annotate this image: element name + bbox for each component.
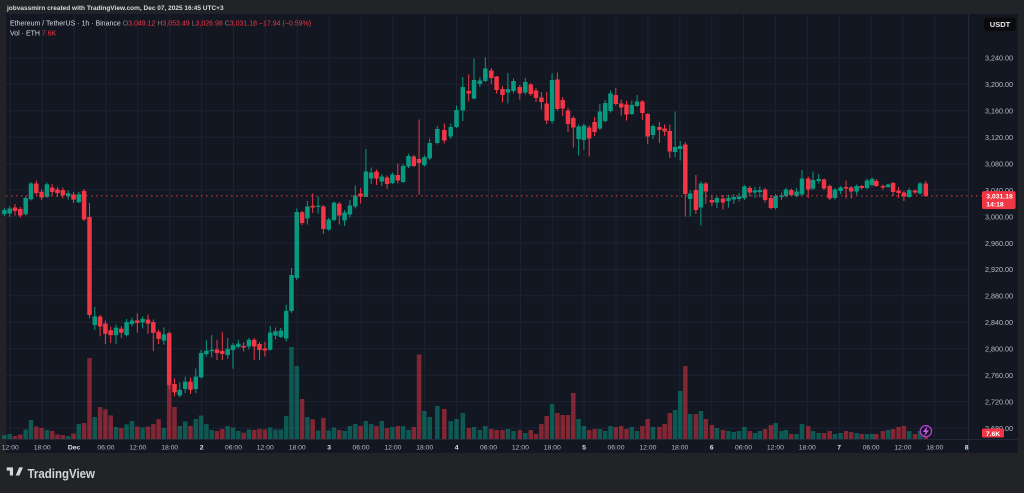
svg-text:06:00: 06:00	[735, 445, 752, 452]
svg-text:USDT: USDT	[990, 20, 1011, 29]
svg-text:3,120.00: 3,120.00	[985, 133, 1013, 142]
svg-text:2,800.00: 2,800.00	[985, 345, 1013, 354]
svg-text:5: 5	[582, 445, 586, 452]
svg-text:18:00: 18:00	[34, 445, 51, 452]
svg-text:06:00: 06:00	[607, 445, 624, 452]
svg-text:2: 2	[200, 445, 204, 452]
svg-text:2,680.00: 2,680.00	[985, 424, 1013, 433]
svg-text:18:00: 18:00	[416, 445, 433, 452]
svg-text:TradingView: TradingView	[28, 466, 96, 481]
svg-text:12:00: 12:00	[767, 445, 784, 452]
svg-text:18:00: 18:00	[799, 445, 816, 452]
svg-text:06:00: 06:00	[863, 445, 880, 452]
svg-text:7.6K: 7.6K	[986, 431, 1000, 438]
svg-text:3,200.00: 3,200.00	[985, 80, 1013, 89]
svg-text:06:00: 06:00	[352, 445, 369, 452]
svg-text:3: 3	[327, 445, 331, 452]
svg-text:06:00: 06:00	[480, 445, 497, 452]
svg-text:12:00: 12:00	[894, 445, 911, 452]
svg-text:3,000.00: 3,000.00	[985, 212, 1013, 221]
svg-text:18:00: 18:00	[544, 445, 561, 452]
svg-text:12:00: 12:00	[2, 445, 19, 452]
svg-text:2,720.00: 2,720.00	[985, 397, 1013, 406]
svg-text:18:00: 18:00	[161, 445, 178, 452]
svg-text:06:00: 06:00	[225, 445, 242, 452]
svg-text:3,160.00: 3,160.00	[985, 107, 1013, 116]
svg-text:Ethereum / TetherUS · 1h · Bin: Ethereum / TetherUS · 1h · Binance O3,04…	[10, 20, 311, 27]
svg-text:Dec: Dec	[68, 445, 81, 452]
svg-text:3,031.18: 3,031.18	[986, 193, 1013, 200]
svg-text:12:00: 12:00	[639, 445, 656, 452]
svg-text:06:00: 06:00	[97, 445, 114, 452]
svg-text:jobvassmirn created with Tradi: jobvassmirn created with TradingView.com…	[6, 5, 224, 12]
svg-text:3,080.00: 3,080.00	[985, 160, 1013, 169]
svg-text:6: 6	[710, 445, 714, 452]
svg-text:12:00: 12:00	[257, 445, 274, 452]
svg-text:2,960.00: 2,960.00	[985, 239, 1013, 248]
svg-text:14:18: 14:18	[986, 202, 1004, 209]
svg-text:2,840.00: 2,840.00	[985, 318, 1013, 327]
svg-text:2,760.00: 2,760.00	[985, 371, 1013, 380]
svg-text:Vol · ETH 7.6K: Vol · ETH 7.6K	[10, 30, 57, 37]
svg-text:3,240.00: 3,240.00	[985, 54, 1013, 63]
svg-text:3,040.00: 3,040.00	[985, 186, 1013, 195]
svg-text:2,880.00: 2,880.00	[985, 292, 1013, 301]
svg-text:7: 7	[837, 445, 841, 452]
svg-text:18:00: 18:00	[926, 445, 943, 452]
svg-text:12:00: 12:00	[129, 445, 146, 452]
svg-text:12:00: 12:00	[512, 445, 529, 452]
svg-text:18:00: 18:00	[289, 445, 306, 452]
svg-text:8: 8	[965, 445, 969, 452]
svg-text:4: 4	[455, 445, 459, 452]
svg-text:18:00: 18:00	[671, 445, 688, 452]
svg-text:12:00: 12:00	[384, 445, 401, 452]
svg-text:2,920.00: 2,920.00	[985, 265, 1013, 274]
